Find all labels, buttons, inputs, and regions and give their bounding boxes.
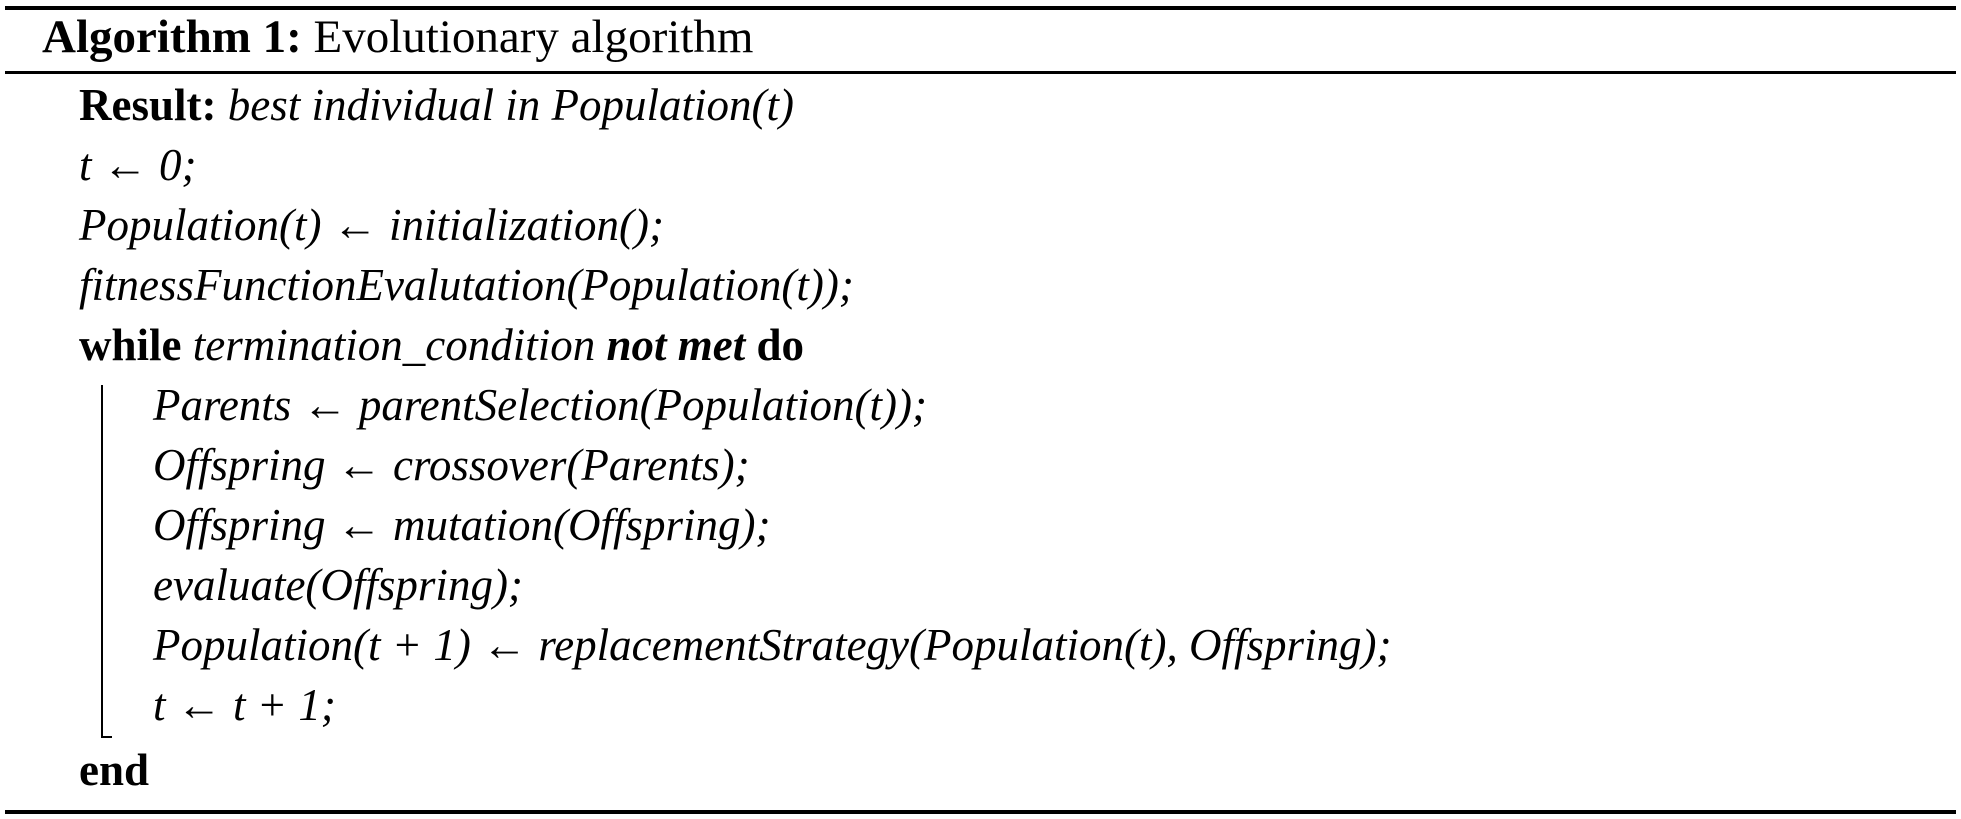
code-line-initialization: Population(t) ← initialization(); [79,200,664,250]
loop-body-bar [101,385,103,738]
code-line-fitness-evaluation: fitnessFunctionEvalutation(Population(t)… [79,260,854,310]
code-line-increment-t: t ← t + 1; [153,680,336,730]
result-keyword: Result: [79,80,217,130]
bottom-rule [5,810,1956,814]
top-rule [5,6,1956,10]
result-text: best individual in Population(t) [227,80,794,130]
while-condition-suffix: not met [606,320,746,370]
while-condition: termination_condition [192,320,596,370]
algorithm-label: Algorithm 1: [42,11,302,63]
code-line-replacement: Population(t + 1) ← replacementStrategy(… [153,620,1392,670]
code-line-parent-selection: Parents ← parentSelection(Population(t))… [153,380,927,430]
do-keyword: do [756,320,805,370]
result-line: Result: best individual in Population(t) [79,75,794,135]
algorithm-caption: Algorithm 1: Evolutionary algorithm [42,6,753,71]
loop-body-tick [101,736,112,738]
while-line: while termination_condition not met do [79,315,804,375]
code-line-evaluate: evaluate(Offspring); [153,560,523,610]
caption-rule [5,71,1956,74]
algorithm-title: Evolutionary algorithm [313,11,754,63]
while-keyword: while [79,320,182,370]
code-line-crossover: Offspring ← crossover(Parents); [153,440,750,490]
code-line-mutation: Offspring ← mutation(Offspring); [153,500,771,550]
code-line-init-t: t ← 0; [79,140,197,190]
end-keyword: end [79,745,150,795]
